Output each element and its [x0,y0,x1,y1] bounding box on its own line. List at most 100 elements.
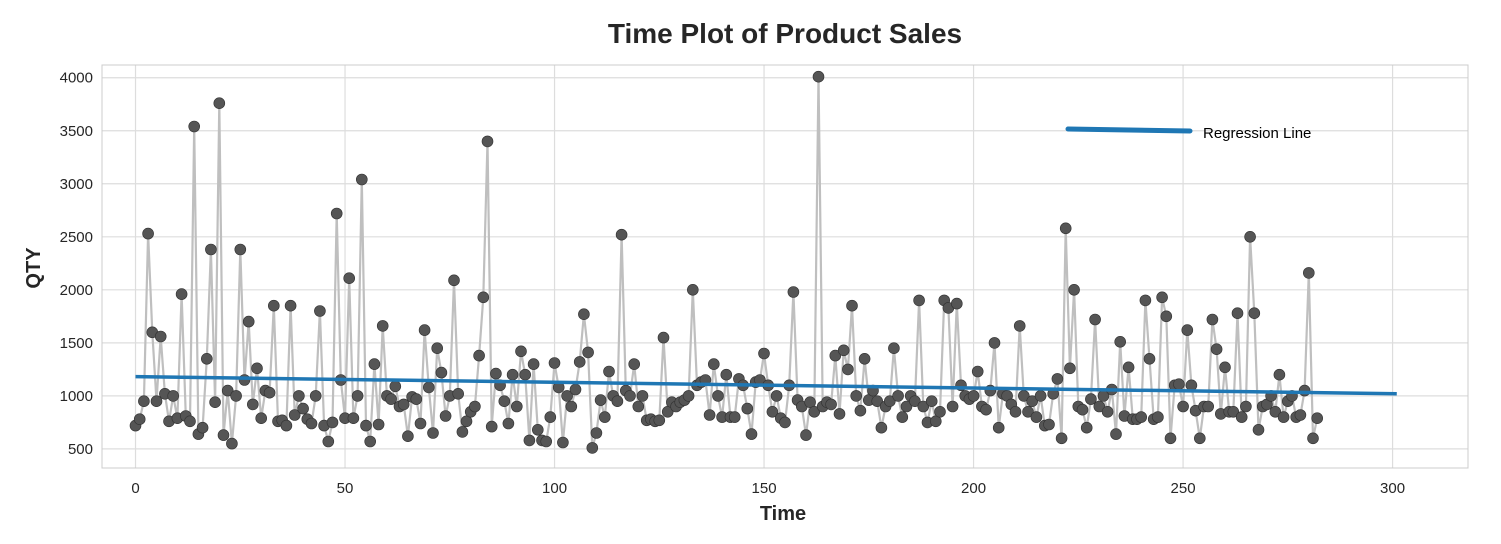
data-point-190 [925,395,938,408]
data-point-267 [1248,307,1261,320]
y-tick-label-500: 500 [68,441,93,458]
data-point-26 [238,374,251,386]
data-point-82 [473,349,485,362]
data-point-2 [138,395,150,408]
data-point-120 [632,400,645,413]
data-point-246 [1160,310,1173,323]
data-point-61 [385,393,397,405]
data-point-188 [917,400,930,413]
data-point-115 [611,395,624,408]
data-point-24 [230,390,242,402]
data-point-103 [561,390,573,402]
data-point-262 [1227,405,1240,418]
data-point-161 [804,396,816,409]
data-point-257 [1206,313,1219,326]
legend-label-regression: Regression Line [1203,125,1311,142]
data-point-221 [1055,432,1068,445]
regression-line [135,374,1397,396]
y-tick-label-1000: 1000 [60,388,93,405]
data-point-263 [1231,307,1244,320]
x-tick-label-100: 100 [542,480,567,497]
data-point-68 [414,417,427,430]
data-point-170 [842,363,854,376]
data-point-229 [1089,313,1101,326]
data-point-64 [397,398,410,411]
data-point-192 [934,405,946,418]
data-point-127 [661,405,674,418]
y-tick-label-4000: 4000 [60,70,93,87]
data-point-230 [1093,400,1106,413]
data-point-167 [829,349,842,362]
x-tick-label-300: 300 [1380,480,1405,497]
data-point-29 [251,362,263,375]
data-point-33 [267,299,280,312]
data-point-112 [598,411,611,423]
data-point-86 [490,367,502,380]
data-point-141 [720,368,733,381]
x-axis-ticks: 0 50 100 150 200 250 300 [131,480,1405,497]
y-axis-ticks: 500 1000 1500 2000 2500 3000 3500 4000 [60,70,93,458]
data-point-69 [418,324,431,336]
data-point-254 [1194,432,1206,445]
data-point-241 [1139,294,1152,307]
data-point-11 [175,288,188,300]
data-point-265 [1240,400,1252,413]
series-markers [129,70,1323,454]
data-point-88 [498,395,511,408]
data-point-118 [624,390,636,402]
data-point-133 [686,283,699,296]
y-tick-label-3000: 3000 [60,176,93,193]
data-point-30 [255,412,268,425]
data-point-227 [1080,421,1093,434]
data-point-157 [787,286,800,298]
data-point-222 [1059,222,1072,235]
data-point-232 [1101,405,1114,418]
data-point-281 [1307,432,1319,445]
data-point-28 [247,398,259,411]
data-point-191 [929,415,942,428]
y-axis-label: QTY [23,247,45,289]
data-point-70 [422,381,435,394]
x-tick-label-150: 150 [752,480,777,497]
data-point-89 [502,417,515,430]
data-point-153 [770,390,783,402]
x-tick-label-50: 50 [337,480,354,497]
data-point-14 [188,120,200,133]
data-point-162 [808,405,821,418]
legend-swatch-regression [1065,126,1193,134]
data-point-245 [1156,291,1168,304]
data-point-168 [833,408,846,420]
data-point-55 [360,419,372,432]
data-point-16 [196,421,209,434]
data-point-74 [439,410,452,422]
data-point-27 [242,315,255,328]
plot-frame [101,64,1469,469]
data-point-252 [1185,379,1198,392]
data-point-90 [506,368,519,381]
data-point-42 [305,417,318,430]
data-point-84 [481,135,494,148]
data-point-105 [569,383,582,396]
data-point-210 [1009,405,1022,418]
data-point-47 [326,416,339,429]
data-point-139 [712,390,724,402]
data-point-22 [221,384,234,397]
data-point-62 [389,380,402,393]
data-point-119 [628,358,641,370]
data-point-106 [573,356,586,368]
data-point-98 [540,435,553,448]
data-point-258 [1210,343,1223,356]
data-point-56 [364,435,377,448]
data-point-78 [456,426,469,438]
data-point-184 [900,400,913,413]
data-point-38 [288,409,301,421]
data-point-264 [1235,411,1248,423]
x-tick-label-250: 250 [1171,480,1196,497]
data-point-104 [565,400,578,413]
data-point-203 [980,403,992,416]
data-point-150 [758,347,770,360]
data-point-102 [557,436,569,449]
data-point-23 [226,437,238,450]
legend: Regression Line [1065,125,1311,142]
data-point-113 [603,365,615,378]
